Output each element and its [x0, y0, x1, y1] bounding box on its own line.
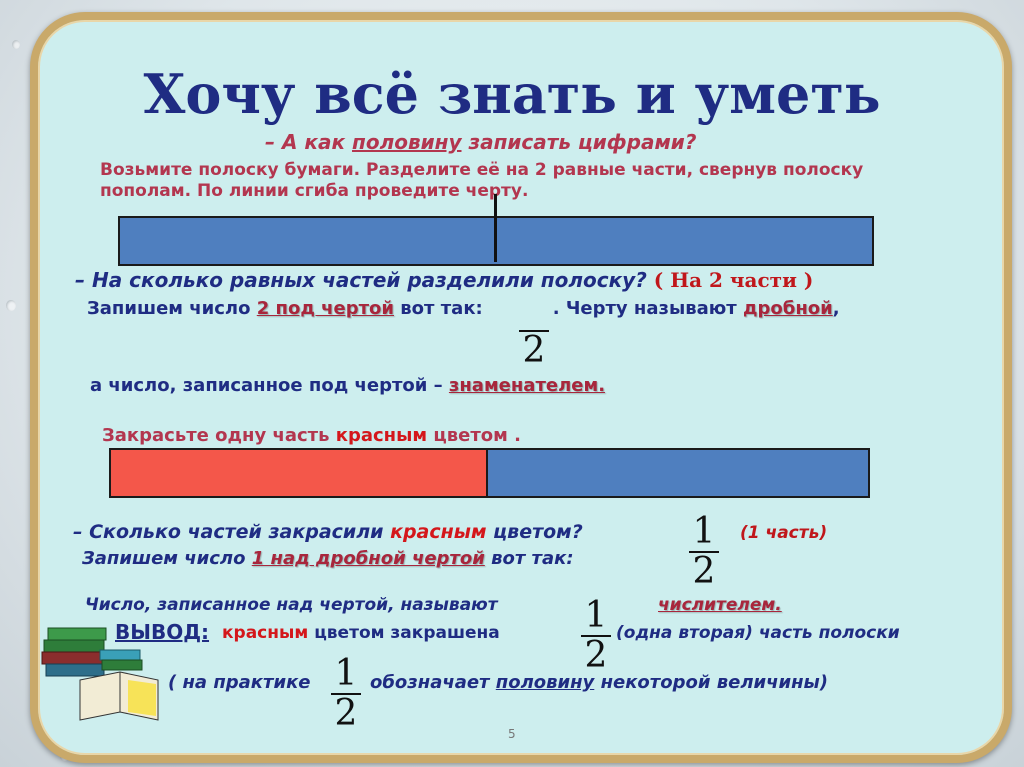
water-drop	[6, 300, 16, 311]
slide-title: Хочу всё знать и уметь	[143, 62, 881, 126]
paper-strip-red-half	[109, 448, 489, 498]
question-colored: – Сколько частей закрасили красным цвето…	[73, 521, 583, 543]
fold-line	[494, 194, 497, 262]
instruction-text: Возьмите полоску бумаги. Разделите её на…	[100, 160, 864, 201]
practice-pre: ( на практике	[168, 672, 311, 693]
slide-panel	[30, 12, 1012, 763]
water-drop	[12, 40, 20, 49]
fraction-one-half-conclusion: 1 2	[578, 597, 614, 675]
conclusion-after: (одна вторая) часть полоски	[616, 623, 900, 643]
conclusion-text: красным цветом закрашена	[222, 623, 500, 643]
question-parts: – На сколько равных частей разделили пол…	[75, 268, 814, 292]
denominator-line: а число, записанное под чертой – знамена…	[90, 375, 606, 396]
numerator-term: числителем.	[658, 595, 782, 615]
paper-strip-blue-half	[486, 448, 870, 498]
fraction-one-half-practice: 1 2	[328, 655, 364, 733]
write-denominator-line: Запишем число 2 под чертой вот так:. Чер…	[87, 298, 840, 319]
color-instruction: Закрасьте одну часть красным цветом .	[102, 425, 521, 446]
page-number: 5	[508, 727, 516, 741]
write-numerator-line: Запишем число 1 над дробной чертой вот т…	[82, 548, 574, 569]
fraction-bar-over-two: 2	[516, 330, 552, 370]
books-icon	[41, 627, 159, 721]
conclusion-label: ВЫВОД:	[115, 620, 210, 644]
answer-one-part: (1 часть)	[740, 523, 828, 543]
question-half: – А как половину записать цифрами?	[265, 130, 697, 154]
fraction-one-half: 1 2	[686, 513, 722, 591]
numerator-line: Число, записанное над чертой, называют	[85, 595, 498, 615]
practice-post: обозначает половину некоторой величины)	[370, 672, 829, 693]
